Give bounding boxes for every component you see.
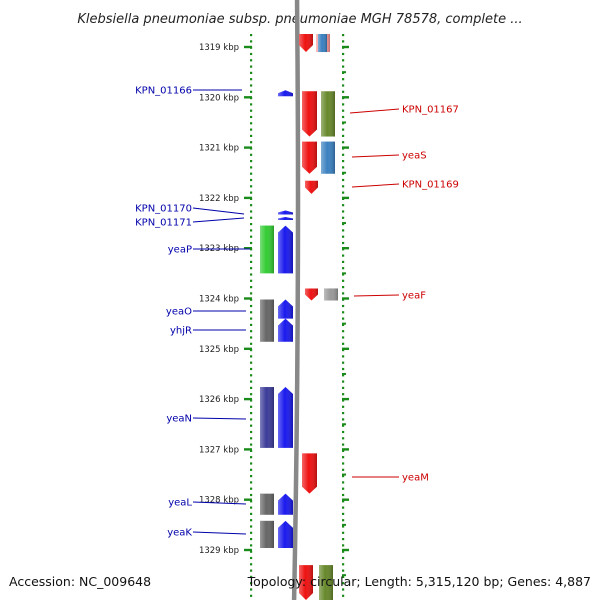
gene-label-reverse[interactable]: KPN_01166 <box>135 86 192 97</box>
gene-arrow-reverse[interactable] <box>278 493 293 515</box>
gene-label-reverse[interactable]: yeaL <box>168 498 192 509</box>
gene-arrow-reverse[interactable] <box>278 217 293 221</box>
gene-label-forward[interactable]: KPN_01167 <box>402 105 459 116</box>
gene-label-reverse[interactable]: KPN_01171 <box>135 218 192 229</box>
gene-arrow-reverse[interactable] <box>278 210 293 215</box>
gene-arrow-reverse[interactable] <box>278 225 293 274</box>
feature-layer <box>260 34 338 600</box>
gene-label-reverse[interactable]: yhjR <box>170 326 192 337</box>
gene-label-reverse[interactable]: yeaK <box>167 528 192 539</box>
map-title: Klebsiella pneumoniae subsp. pneumoniae … <box>77 12 522 27</box>
cds-feature-bar[interactable] <box>324 288 338 301</box>
cds-feature-bar[interactable] <box>260 299 274 342</box>
gene-arrow-forward[interactable] <box>305 288 318 301</box>
scale-tick-label: 1325 kbp <box>199 345 239 355</box>
gene-arrow-reverse[interactable] <box>278 520 293 548</box>
scale-tick-label: 1326 kbp <box>199 395 239 405</box>
gene-arrow-forward[interactable] <box>302 453 317 494</box>
gene-label-reverse[interactable]: KPN_01170 <box>135 204 192 215</box>
accession-text: Accession: NC_009648 <box>9 574 151 589</box>
gene-arrow-reverse[interactable] <box>278 318 293 342</box>
scale-tick-label: 1322 kbp <box>199 194 239 204</box>
cds-feature-bar[interactable] <box>321 141 335 174</box>
scale-tick-label: 1319 kbp <box>199 43 239 53</box>
cds-feature-bar[interactable] <box>321 91 335 137</box>
gene-label-forward[interactable]: yeaS <box>402 151 427 162</box>
cds-feature-bar[interactable] <box>260 520 274 548</box>
scale-tick-label: 1328 kbp <box>199 496 239 506</box>
gene-arrow-forward[interactable] <box>302 91 317 137</box>
cds-feature-bar[interactable] <box>260 225 274 274</box>
gene-arrow-forward[interactable] <box>302 141 317 174</box>
gene-arrow-forward[interactable] <box>299 565 313 600</box>
gene-label-reverse[interactable]: yeaP <box>168 245 192 256</box>
gene-label-reverse[interactable]: yeaN <box>166 414 192 425</box>
scale-tick-label: 1320 kbp <box>199 93 239 103</box>
gene-arrow-forward[interactable] <box>299 34 313 53</box>
gene-arrow-reverse[interactable] <box>278 387 293 448</box>
gene-label-forward[interactable]: KPN_01169 <box>402 180 459 191</box>
scale-tick-label: 1327 kbp <box>199 445 239 455</box>
scale-tick-label: 1329 kbp <box>199 546 239 556</box>
gene-label-reverse[interactable]: yeaO <box>166 307 192 318</box>
scale-tick-label: 1321 kbp <box>199 144 239 154</box>
gene-label-forward[interactable]: yeaM <box>402 473 429 484</box>
backbone-layer <box>291 0 301 600</box>
gene-arrow-reverse[interactable] <box>278 90 293 97</box>
gene-layer <box>278 34 318 600</box>
gene-arrow-reverse[interactable] <box>278 299 293 319</box>
cds-feature-bar[interactable] <box>260 387 274 448</box>
cds-feature-bar[interactable] <box>318 34 327 53</box>
cds-feature-bar[interactable] <box>319 565 333 600</box>
gene-arrow-forward[interactable] <box>305 180 318 194</box>
scale-tick-label: 1324 kbp <box>199 295 239 305</box>
label-layer: KPN_01166 KPN_01170 KPN_01171 yeaP yeaO yhjR y… <box>135 86 459 539</box>
cds-feature-bar[interactable] <box>260 493 274 515</box>
gene-label-forward[interactable]: yeaF <box>402 291 426 302</box>
summary-text: Topology: circular; Length: 5,315,120 bp… <box>247 574 591 589</box>
genome-backbone <box>291 0 301 600</box>
